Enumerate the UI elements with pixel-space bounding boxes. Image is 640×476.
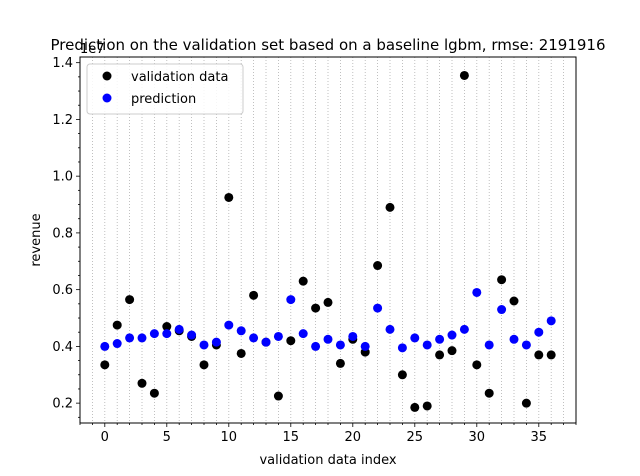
- y-axis: 0.2 0.4 0.6 0.8 1.0 1.2 1.4: [52, 56, 80, 418]
- point-validation-data-1: [112, 320, 122, 330]
- point-prediction-23: [385, 324, 395, 334]
- point-prediction-36: [546, 316, 556, 326]
- point-validation-data-18: [323, 297, 333, 307]
- point-validation-data-35: [534, 350, 544, 360]
- x-axis-label: validation data index: [259, 453, 396, 468]
- x-tick-label-10: 10: [221, 430, 238, 445]
- point-validation-data-32: [497, 275, 507, 285]
- point-prediction-22: [373, 303, 383, 313]
- point-validation-data-12: [249, 290, 259, 300]
- point-validation-data-25: [410, 402, 420, 412]
- point-validation-data-10: [224, 192, 234, 202]
- point-prediction-2: [125, 333, 135, 343]
- point-prediction-31: [484, 340, 494, 350]
- point-validation-data-31: [484, 388, 494, 398]
- y-tick-label-1.2: 1.2: [52, 113, 73, 128]
- point-prediction-35: [534, 327, 544, 337]
- point-prediction-12: [249, 333, 259, 343]
- y-tick-label-0.2: 0.2: [52, 397, 73, 412]
- x-tick-label-5: 5: [163, 430, 171, 445]
- y-offset-label: 1e7: [80, 42, 105, 57]
- point-prediction-25: [410, 333, 420, 343]
- legend-marker-validation-data: [102, 71, 112, 81]
- point-prediction-10: [224, 320, 234, 330]
- point-prediction-13: [261, 337, 271, 347]
- x-tick-label-35: 35: [531, 430, 548, 445]
- point-prediction-17: [311, 341, 321, 351]
- point-validation-data-26: [422, 401, 432, 411]
- legend-box: [86, 63, 244, 115]
- point-prediction-26: [422, 340, 432, 350]
- point-prediction-34: [521, 340, 531, 350]
- point-prediction-1: [112, 339, 122, 349]
- y-axis-label: revenue: [29, 213, 44, 266]
- point-prediction-16: [298, 329, 308, 339]
- point-validation-data-3: [137, 378, 147, 388]
- data-points: [100, 70, 556, 412]
- x-tick-label-0: 0: [101, 430, 109, 445]
- point-prediction-11: [236, 326, 246, 336]
- point-validation-data-34: [521, 398, 531, 408]
- y-tick-label-1.0: 1.0: [52, 170, 73, 185]
- point-validation-data-15: [286, 336, 296, 346]
- point-validation-data-22: [373, 261, 383, 271]
- legend-marker-prediction: [102, 93, 112, 103]
- point-validation-data-4: [149, 388, 159, 398]
- legend-label-validation-data: validation data: [131, 70, 228, 85]
- x-axis: 0 5 10 15 20 25 30 35: [79, 423, 577, 445]
- point-prediction-24: [397, 343, 407, 353]
- point-prediction-19: [335, 340, 345, 350]
- point-validation-data-14: [273, 391, 283, 401]
- x-tick-label-15: 15: [283, 430, 300, 445]
- point-prediction-20: [348, 331, 358, 341]
- point-prediction-7: [187, 330, 197, 340]
- x-tick-label-20: 20: [345, 430, 362, 445]
- y-tick-label-0.8: 0.8: [52, 226, 73, 241]
- y-tick-label-0.4: 0.4: [52, 340, 73, 355]
- point-validation-data-19: [335, 358, 345, 368]
- x-tick-label-30: 30: [469, 430, 486, 445]
- point-validation-data-0: [100, 360, 110, 370]
- x-tick-label-25: 25: [407, 430, 424, 445]
- point-validation-data-8: [199, 360, 209, 370]
- point-validation-data-17: [311, 303, 321, 313]
- point-prediction-14: [273, 331, 283, 341]
- y-tick-label-0.6: 0.6: [52, 283, 73, 298]
- point-prediction-8: [199, 340, 209, 350]
- y-tick-label-1.4: 1.4: [52, 56, 73, 71]
- point-prediction-0: [100, 341, 110, 351]
- point-prediction-33: [509, 334, 519, 344]
- point-prediction-32: [497, 305, 507, 315]
- point-validation-data-27: [435, 350, 445, 360]
- point-prediction-3: [137, 333, 147, 343]
- point-validation-data-33: [509, 296, 519, 306]
- point-validation-data-5: [162, 322, 172, 332]
- point-prediction-30: [472, 287, 482, 297]
- point-validation-data-16: [298, 276, 308, 286]
- point-prediction-28: [447, 330, 457, 340]
- point-validation-data-28: [447, 346, 457, 356]
- point-validation-data-2: [125, 295, 135, 305]
- point-validation-data-30: [472, 360, 482, 370]
- point-prediction-27: [435, 334, 445, 344]
- point-prediction-15: [286, 295, 296, 305]
- grid-lines: [79, 57, 577, 423]
- point-validation-data-23: [385, 202, 395, 212]
- point-prediction-5: [162, 329, 172, 339]
- point-prediction-18: [323, 334, 333, 344]
- point-validation-data-11: [236, 348, 246, 358]
- point-validation-data-24: [397, 370, 407, 380]
- point-prediction-21: [360, 341, 370, 351]
- point-validation-data-36: [546, 350, 556, 360]
- point-prediction-9: [211, 337, 221, 347]
- point-prediction-29: [459, 324, 469, 334]
- legend-label-prediction: prediction: [131, 92, 196, 107]
- point-validation-data-29: [459, 70, 469, 80]
- chart-title: Prediction on the validation set based o…: [50, 36, 605, 54]
- legend: validation data prediction: [86, 63, 244, 115]
- point-prediction-6: [174, 324, 184, 334]
- point-prediction-4: [149, 329, 159, 339]
